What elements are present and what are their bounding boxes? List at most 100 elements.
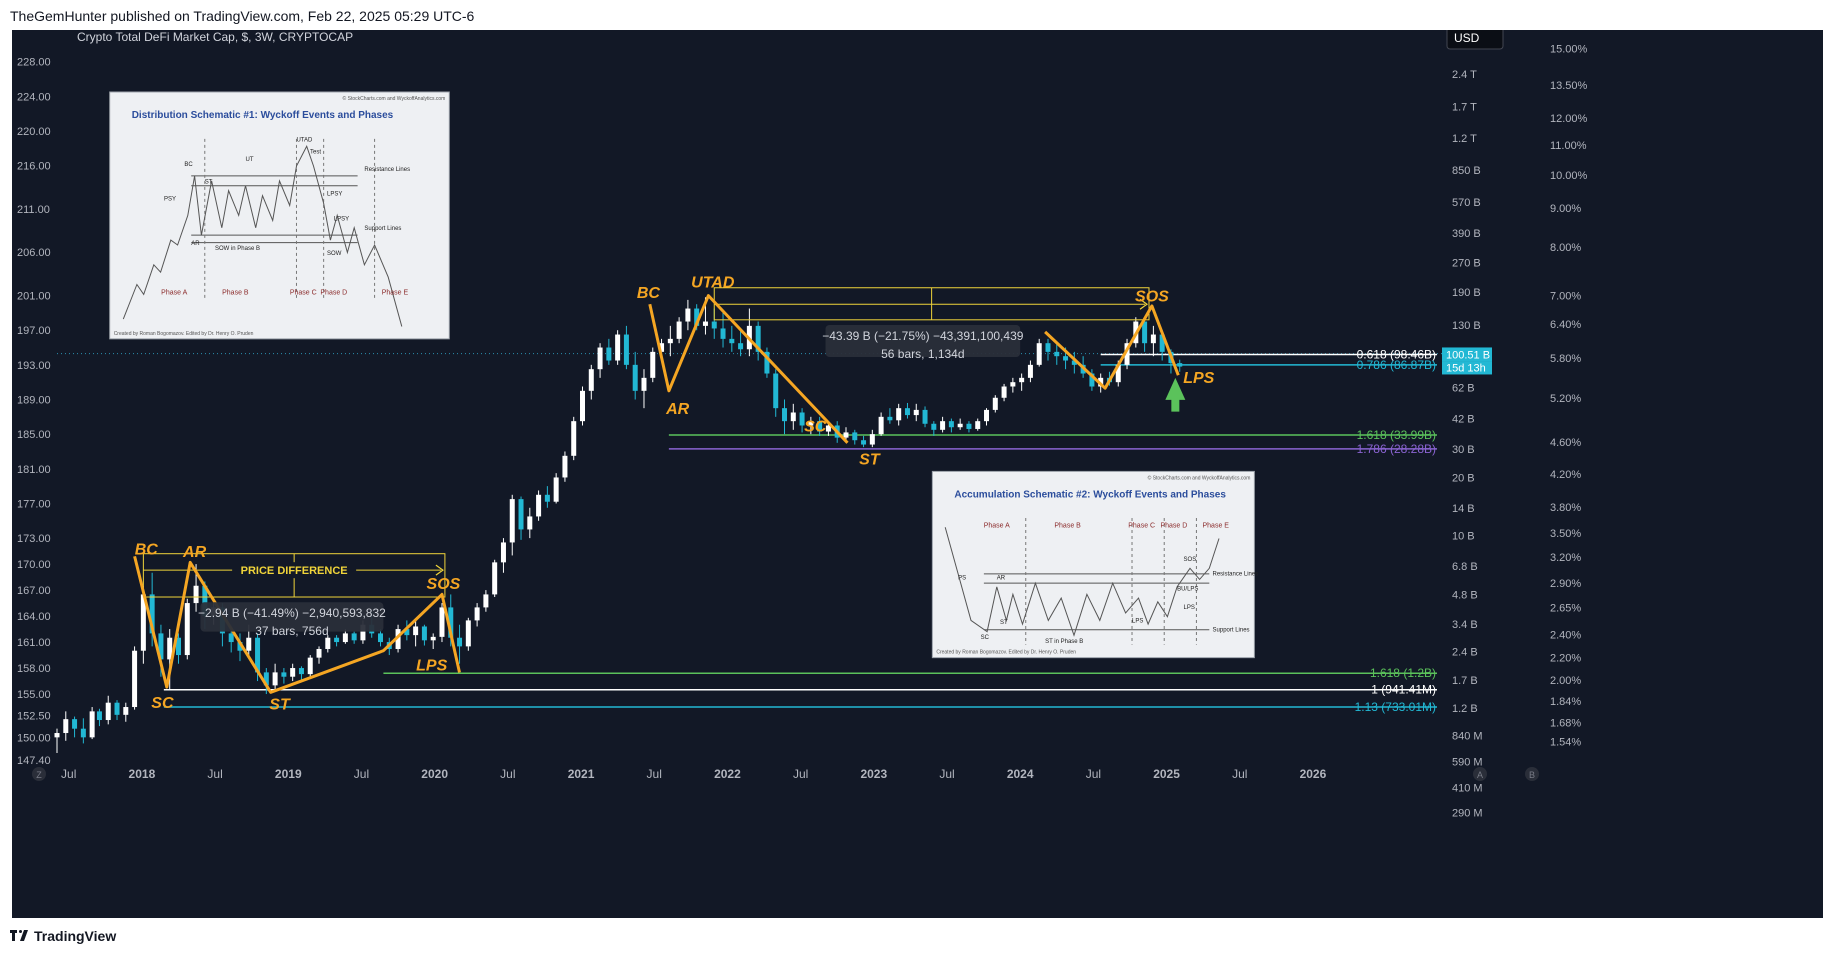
price-axis-tick: 1.7 T: [1452, 102, 1477, 114]
time-axis-tick: Jul: [1232, 767, 1247, 781]
price-axis-tick: 10 B: [1452, 531, 1475, 543]
candle-body: [544, 494, 550, 502]
percent-axis-tick: 2.00%: [1550, 675, 1581, 687]
candle-body: [149, 594, 155, 634]
candle-body: [290, 668, 296, 677]
candle-body: [202, 585, 208, 617]
distribution-inset-credit-bottom: Created by Roman Bogomazov. Edited by Dr…: [114, 331, 254, 337]
candle-body: [307, 657, 313, 675]
candle-body: [492, 562, 498, 595]
left-axis-tick: 173.00: [17, 533, 51, 545]
time-axis-tick: 2025: [1153, 767, 1180, 781]
accumulation-event-label: SC: [981, 635, 990, 641]
accumulation-event-label: PS: [958, 575, 966, 581]
left-axis-tick: 224.00: [17, 91, 51, 103]
candle-body: [509, 499, 515, 543]
left-axis: 228.00 224.00 220.00 216.00 211.00 206.00 201.…: [17, 57, 51, 767]
measure-label: PRICE DIFFERENCE: [241, 565, 348, 577]
accumulation-phase-label: Phase B: [1054, 522, 1081, 529]
countdown-tag-label: 15d 13h: [1446, 362, 1486, 374]
percent-axis-tick: 2.65%: [1550, 602, 1581, 614]
price-axis-tick: 130 B: [1452, 320, 1481, 332]
candle-body: [641, 377, 647, 391]
candle-body: [263, 672, 269, 686]
candle-body: [1045, 343, 1051, 352]
left-axis-tick: 216.00: [17, 161, 51, 173]
green-up-arrow-icon: [1165, 377, 1186, 412]
scale-button-label: A: [1477, 770, 1483, 780]
time-axis-tick: Jul: [1086, 767, 1101, 781]
chart-canvas[interactable]: Crypto Total DeFi Market Cap, $, 3W, CRY…: [12, 30, 1823, 918]
candle-body: [825, 425, 831, 432]
candle-body: [878, 416, 884, 435]
percent-axis: 15.00% 13.50% 12.00% 11.00% 10.00% 9.00% 8.00%…: [1550, 44, 1588, 749]
wyckoff-label: SC: [151, 695, 174, 712]
candle-body: [948, 421, 954, 428]
percent-axis-tick: 11.00%: [1550, 140, 1587, 152]
price-axis-tick: 42 B: [1452, 414, 1475, 426]
time-axis-tick: Jul: [500, 767, 515, 781]
fib-level-label: 0.786 (86.87B): [1357, 358, 1436, 372]
time-axis-tick: 2022: [714, 767, 741, 781]
left-axis-tick: 155.00: [17, 689, 51, 701]
tradingview-brand[interactable]: TradingView: [10, 928, 116, 944]
candle-body: [553, 477, 559, 502]
candle-body: [404, 629, 410, 636]
wyckoff-label: SOS: [427, 576, 461, 593]
distribution-event-label: Test: [310, 150, 321, 156]
accumulation-event-label: LPS: [1132, 618, 1143, 624]
candle-body: [685, 308, 691, 322]
percent-axis-tick: 2.40%: [1550, 629, 1581, 641]
price-axis-tick: 270 B: [1452, 258, 1481, 270]
left-axis-tick: 193.00: [17, 360, 51, 372]
candle-body: [817, 421, 823, 432]
candle-body: [896, 408, 902, 421]
candle-body: [246, 637, 252, 651]
price-axis-tick: 1.7 B: [1452, 675, 1478, 687]
scale-button-z: [32, 767, 46, 781]
price-axis-tick: 3.4 B: [1452, 619, 1478, 631]
price-axis-tick: 6.8 B: [1452, 561, 1478, 573]
wyckoff-label: UTAD: [691, 275, 735, 292]
percent-axis-tick: 5.20%: [1550, 393, 1581, 405]
currency-button-label: USD: [1454, 31, 1480, 45]
measure-tooltip-line2: 56 bars, 1,134d: [881, 347, 964, 361]
candle-body: [861, 440, 867, 445]
candle-body: [500, 542, 506, 563]
distribution-phase-label: Phase E: [382, 289, 409, 296]
wyckoff-path: [1044, 304, 1180, 390]
accumulation-inset-credit-top: © StockCharts.com and WyckoffAnalytics.c…: [1148, 474, 1251, 481]
distribution-event-label: UT: [246, 157, 254, 163]
candle-body: [175, 637, 181, 656]
measure-arrow-head: [1139, 298, 1149, 310]
percent-axis-tick: 1.54%: [1550, 737, 1581, 749]
candle-body: [1019, 377, 1025, 383]
percent-axis-tick: 3.80%: [1550, 502, 1581, 514]
percent-axis-tick: 4.60%: [1550, 437, 1581, 449]
price-axis-tick: 390 B: [1452, 228, 1481, 240]
candle-body: [755, 325, 761, 352]
left-axis-tick: 147.40: [17, 755, 51, 767]
candle-body: [790, 412, 796, 422]
candle-body: [465, 620, 471, 647]
currency-button[interactable]: USD: [1446, 30, 1504, 50]
price-axis-tick: 570 B: [1452, 197, 1481, 209]
candle-body: [114, 702, 120, 715]
candle-body: [1159, 334, 1165, 352]
candle-body: [1036, 343, 1042, 365]
candle-body: [957, 423, 963, 428]
countdown-tag: [1442, 361, 1492, 375]
candle-body: [63, 719, 69, 734]
percent-axis-tick: 15.00%: [1550, 44, 1588, 56]
measure-boxes: PRICE DIFFERENCE: [142, 287, 1150, 598]
candle-body: [667, 338, 673, 344]
candle-body: [351, 633, 357, 641]
accumulation-event-label: Support Lines: [1213, 628, 1250, 634]
measure-tooltip-line1: −2.94 B (−41.49%) −2,940,593,832: [198, 606, 386, 620]
time-axis-tick: Jul: [793, 767, 808, 781]
candle-body: [966, 423, 972, 429]
candle-body: [518, 499, 524, 530]
candle-body: [931, 423, 937, 430]
candle-body: [298, 668, 304, 675]
